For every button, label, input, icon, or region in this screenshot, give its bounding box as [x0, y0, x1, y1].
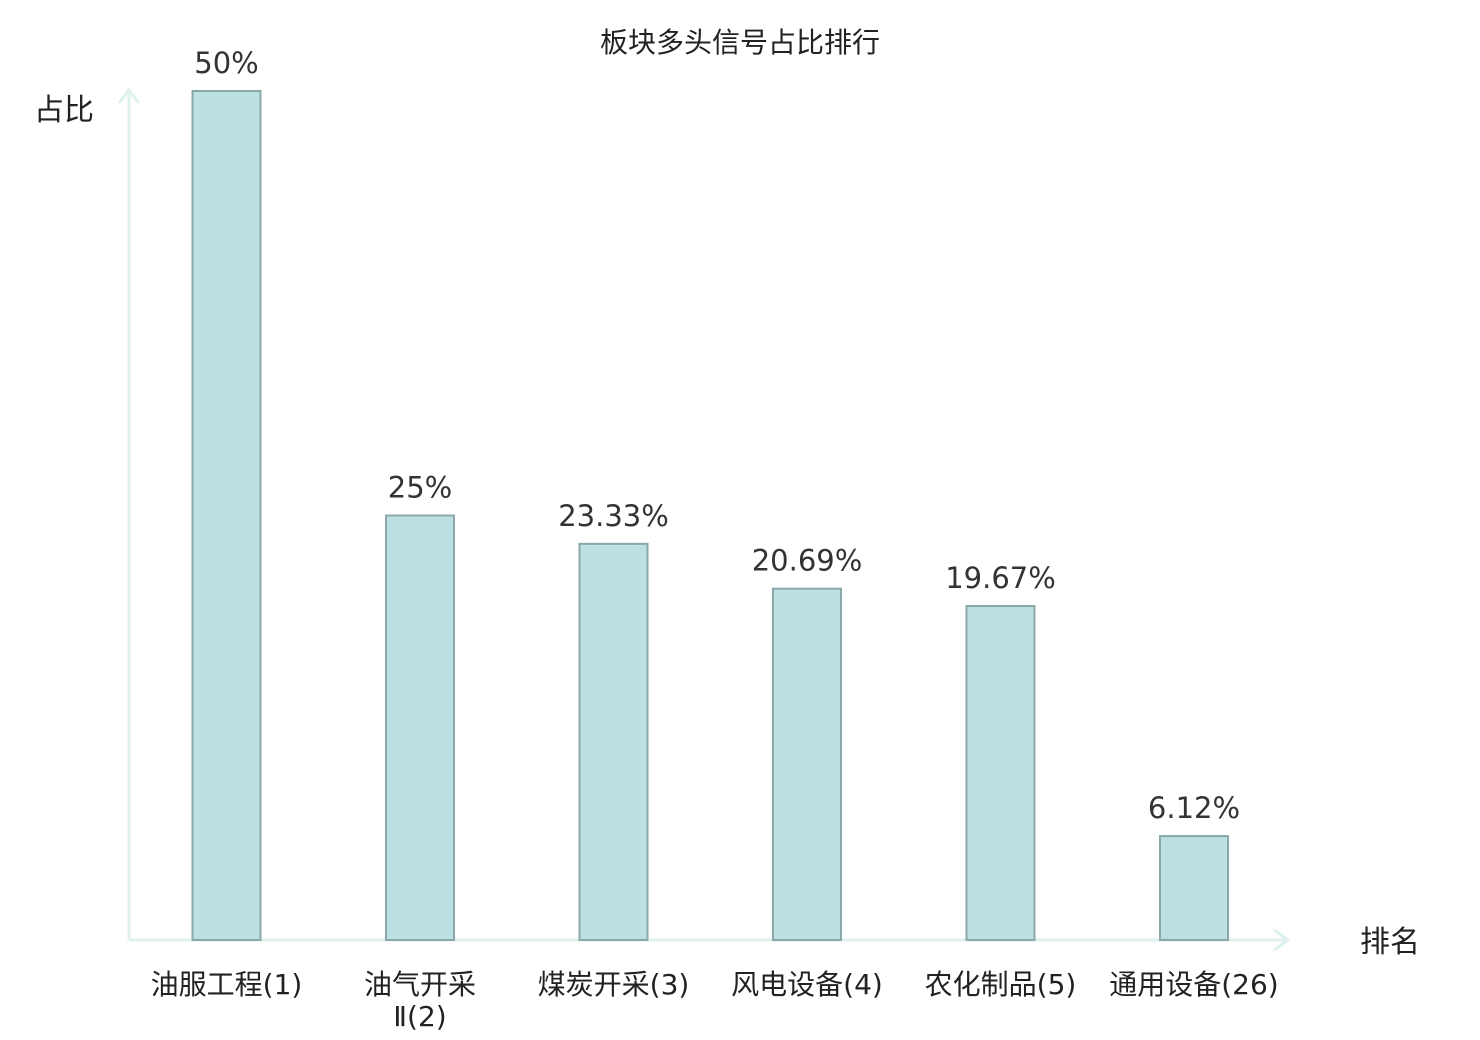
bar-4	[772, 587, 842, 941]
category-label-6: 通用设备(26)	[1109, 968, 1278, 1001]
category-label-2: 油气开采 Ⅱ(2)	[364, 968, 476, 1033]
category-label-line: Ⅱ(2)	[393, 1000, 446, 1033]
bar-2	[385, 514, 455, 941]
value-labels-group: 50% 25% 23.33% 20.69% 19.67% 6.12%	[194, 46, 1240, 825]
value-label-2: 25%	[388, 471, 452, 505]
category-label-4: 风电设备(4)	[731, 968, 883, 1001]
x-axis-title: 排名	[1360, 925, 1420, 960]
bar-6	[1159, 835, 1229, 941]
bar-3	[578, 542, 649, 942]
category-label-3: 煤炭开采(3)	[538, 968, 690, 1001]
bar-5	[965, 605, 1036, 942]
bar-1	[191, 90, 262, 941]
category-label-line: 通用设备(26)	[1109, 968, 1278, 1001]
value-label-1: 50%	[194, 46, 258, 80]
chart-title: 板块多头信号占比排行	[600, 26, 880, 59]
category-labels-group: 油服工程(1) 油气开采 Ⅱ(2) 煤炭开采(3) 风电设备(4) 农化制品(5) 通用设备…	[151, 968, 1279, 1033]
bars-group	[191, 90, 1229, 942]
category-label-line: 油气开采	[364, 968, 476, 1001]
category-label-line: 煤炭开采(3)	[538, 968, 690, 1001]
category-label-1: 油服工程(1)	[151, 968, 303, 1001]
value-label-4: 20.69%	[752, 544, 863, 578]
x-axis-arrow	[1273, 928, 1291, 952]
y-axis-title: 占比	[34, 93, 94, 128]
value-label-5: 19.67%	[945, 561, 1056, 595]
category-label-line: 农化制品(5)	[925, 968, 1077, 1001]
category-label-line: 油服工程(1)	[151, 968, 303, 1001]
category-label-line: 风电设备(4)	[731, 968, 883, 1001]
category-label-5: 农化制品(5)	[925, 968, 1077, 1001]
value-label-6: 6.12%	[1148, 791, 1240, 825]
value-label-3: 23.33%	[558, 499, 669, 533]
